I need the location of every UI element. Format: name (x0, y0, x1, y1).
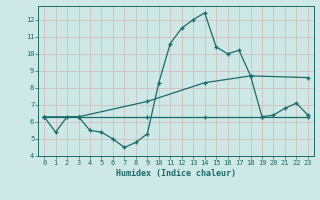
X-axis label: Humidex (Indice chaleur): Humidex (Indice chaleur) (116, 169, 236, 178)
